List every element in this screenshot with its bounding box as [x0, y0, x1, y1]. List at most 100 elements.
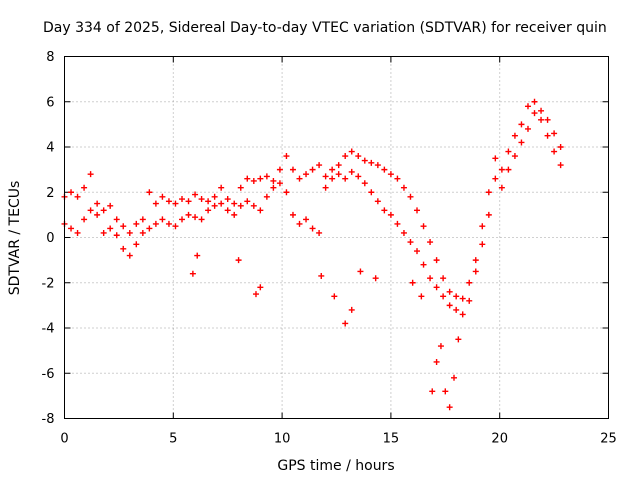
data-point — [544, 132, 551, 139]
data-point — [329, 166, 336, 173]
data-point — [146, 225, 153, 232]
data-point — [466, 297, 473, 304]
data-point — [368, 189, 375, 196]
data-point — [318, 272, 325, 279]
data-point — [74, 229, 81, 236]
data-point — [479, 241, 486, 248]
data-point — [283, 153, 290, 160]
x-tick-label: 5 — [169, 432, 177, 447]
data-points — [61, 98, 564, 411]
data-point — [146, 189, 153, 196]
data-point — [192, 191, 199, 198]
y-axis-label: SDTVAR / TECUs — [7, 181, 23, 296]
data-point — [218, 200, 225, 207]
data-point — [374, 198, 381, 205]
data-point — [257, 207, 264, 214]
data-point — [100, 229, 107, 236]
data-point — [446, 302, 453, 309]
data-point — [120, 245, 127, 252]
data-point — [453, 306, 460, 313]
data-point — [81, 216, 88, 223]
data-point — [270, 184, 277, 191]
data-point — [133, 220, 140, 227]
data-point — [394, 175, 401, 182]
data-point — [420, 261, 427, 268]
data-point — [159, 193, 166, 200]
data-point — [357, 268, 364, 275]
data-point — [459, 295, 466, 302]
data-point — [387, 171, 394, 178]
data-point — [524, 125, 531, 132]
data-point — [409, 279, 416, 286]
data-point — [94, 200, 101, 207]
x-axis-label: GPS time / hours — [277, 458, 394, 474]
y-tick-label: -8 — [42, 412, 55, 427]
data-point — [172, 200, 179, 207]
data-point — [244, 175, 251, 182]
data-point — [427, 239, 434, 246]
data-point — [68, 225, 75, 232]
data-point — [74, 193, 81, 200]
x-tick-label: 10 — [274, 432, 291, 447]
data-point — [342, 320, 349, 327]
y-tick-label: 2 — [46, 186, 54, 201]
y-tick-label: -6 — [42, 367, 55, 382]
data-point — [329, 175, 336, 182]
data-point — [472, 257, 479, 264]
data-point — [368, 159, 375, 166]
x-tick-label: 25 — [600, 432, 617, 447]
series-2 — [61, 110, 564, 318]
data-point — [498, 166, 505, 173]
data-point — [381, 166, 388, 173]
data-point — [551, 148, 558, 155]
data-point — [518, 139, 525, 146]
data-point — [87, 207, 94, 214]
data-point — [498, 184, 505, 191]
data-point — [194, 252, 201, 259]
data-point — [303, 216, 310, 223]
x-tick-label: 20 — [491, 432, 508, 447]
data-point — [303, 171, 310, 178]
data-point — [466, 279, 473, 286]
data-point — [335, 171, 342, 178]
data-point — [198, 196, 205, 203]
data-point — [531, 110, 538, 117]
data-point — [361, 180, 368, 187]
data-point — [205, 207, 212, 214]
data-point — [224, 196, 231, 203]
x-tick-labels: 0 5 10 15 20 25 — [60, 432, 616, 447]
data-point — [407, 239, 414, 246]
data-point — [257, 284, 264, 291]
data-point — [81, 184, 88, 191]
data-point — [440, 275, 447, 282]
y-tick-label: 8 — [46, 50, 54, 65]
data-point — [211, 193, 218, 200]
data-point — [250, 177, 257, 184]
data-point — [185, 211, 192, 218]
data-point — [237, 202, 244, 209]
data-point — [218, 184, 225, 191]
data-point — [420, 223, 427, 230]
data-point — [257, 175, 264, 182]
data-point — [205, 198, 212, 205]
data-point — [538, 116, 545, 123]
data-point — [374, 162, 381, 169]
data-point — [485, 211, 492, 218]
data-point — [113, 232, 120, 239]
data-point — [453, 293, 460, 300]
data-point — [192, 214, 199, 221]
data-point — [538, 107, 545, 114]
data-point — [492, 155, 499, 162]
data-point — [296, 175, 303, 182]
data-point — [335, 162, 342, 169]
data-point — [283, 189, 290, 196]
data-point — [472, 268, 479, 275]
data-point — [437, 343, 444, 350]
data-point — [551, 130, 558, 137]
data-point — [427, 275, 434, 282]
data-point — [531, 98, 538, 105]
data-point — [511, 153, 518, 160]
data-point — [224, 207, 231, 214]
data-point — [459, 311, 466, 318]
data-point — [348, 306, 355, 313]
